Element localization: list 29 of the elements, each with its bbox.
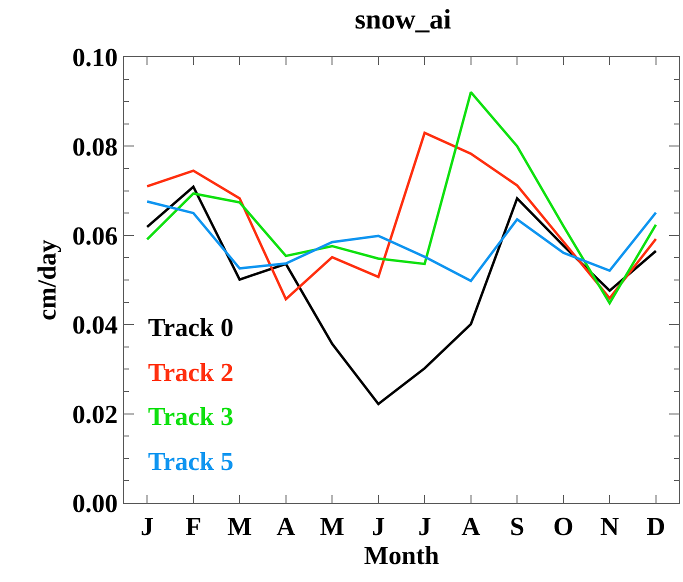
line-series bbox=[146, 132, 658, 300]
x-tick-label: S bbox=[510, 512, 524, 542]
text: Track 5 bbox=[148, 447, 234, 476]
line-series bbox=[146, 186, 658, 406]
y-tick-label: 0.00 bbox=[72, 489, 118, 518]
y-tick-label: 0.10 bbox=[72, 43, 118, 72]
x-tick-label: M bbox=[320, 512, 344, 542]
x-tick-label: J bbox=[418, 512, 432, 542]
line-series bbox=[146, 200, 658, 282]
y-tick-label: 0.08 bbox=[72, 132, 118, 162]
x-tick-label: D bbox=[646, 512, 666, 542]
x-tick-label: M bbox=[227, 512, 252, 542]
x-tick-label: A bbox=[276, 512, 296, 542]
x-tick-label: A bbox=[461, 512, 480, 542]
x-tick-label: O bbox=[553, 512, 574, 542]
x-tick-label: J bbox=[140, 512, 154, 542]
y-tick-label: 0.02 bbox=[72, 400, 118, 429]
x-tick-label: J bbox=[372, 512, 385, 542]
text: Track 3 bbox=[148, 402, 234, 431]
x-axis-title: Month bbox=[364, 541, 440, 570]
line-series bbox=[146, 90, 658, 304]
x-tick-label: F bbox=[185, 512, 202, 542]
y-tick-label: 0.06 bbox=[72, 222, 118, 250]
y-axis-title: cm/day bbox=[32, 240, 62, 320]
chart-title: snow_ai bbox=[354, 4, 452, 36]
text: Track 2 bbox=[148, 358, 234, 387]
y-tick-label: 0.04 bbox=[72, 310, 118, 340]
series-label: Track 0 bbox=[148, 313, 234, 342]
x-tick-label: N bbox=[600, 512, 620, 542]
